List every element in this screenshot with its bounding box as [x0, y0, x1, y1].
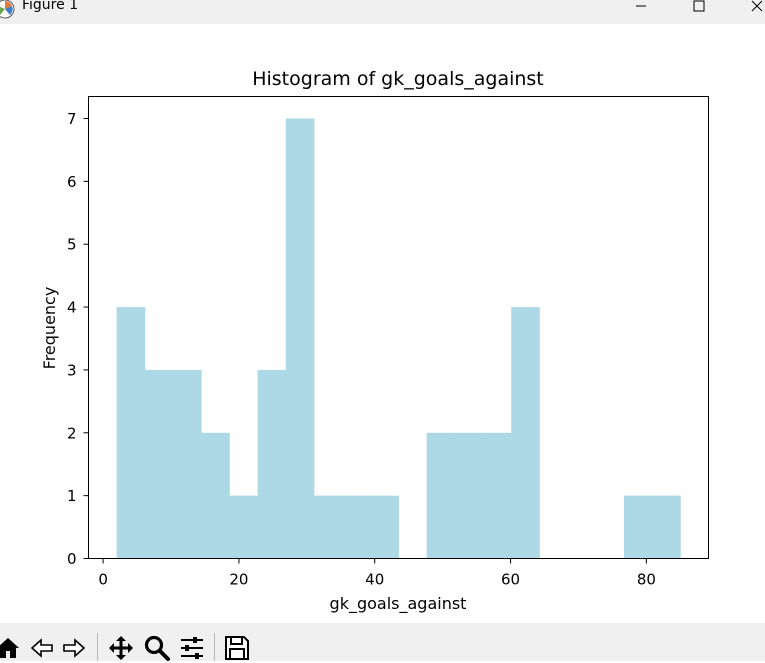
y-ticks: 0 1 2 3 4 5 6 7	[67, 110, 89, 568]
y-tick-label: 7	[67, 110, 77, 128]
x-axis-label: gk_goals_against	[330, 594, 467, 614]
histogram-bar	[116, 307, 146, 559]
histogram-bar	[229, 495, 258, 559]
window-titlebar: Figure 1	[0, 0, 765, 24]
x-tick-label: 20	[229, 571, 248, 589]
close-icon	[751, 0, 763, 12]
y-axis-label: Frequency	[40, 287, 59, 370]
histogram-bar	[370, 495, 399, 559]
close-button[interactable]	[734, 0, 765, 18]
figure-canvas: 0 20 40 60 80 0 1 2 3 4 5 6 7 Histogram of gk_goals…	[0, 24, 765, 623]
bars-group	[116, 118, 681, 559]
chart-title: Histogram of gk_goals_against	[252, 68, 544, 90]
minimize-button[interactable]	[618, 0, 664, 18]
histogram-bar	[511, 307, 540, 559]
histogram-bar	[426, 432, 456, 559]
save-button[interactable]	[221, 633, 253, 663]
histogram-bar	[652, 495, 681, 559]
x-tick-label: 40	[365, 571, 384, 589]
back-icon	[30, 638, 53, 658]
matplotlib-logo-icon	[0, 0, 16, 20]
maximize-icon	[693, 0, 705, 12]
y-tick-label: 0	[67, 550, 77, 568]
toolbar-separator	[214, 633, 215, 661]
y-tick-label: 5	[67, 236, 77, 254]
histogram-bar	[483, 432, 512, 559]
histogram-bar	[454, 432, 484, 559]
y-tick-label: 1	[67, 487, 77, 505]
histogram-bar	[285, 118, 315, 559]
x-tick-label: 80	[637, 571, 656, 589]
y-tick-label: 6	[67, 173, 77, 191]
histogram-bar	[342, 495, 371, 559]
home-icon	[0, 638, 19, 658]
x-tick-label: 0	[98, 571, 108, 589]
histogram-bar	[623, 495, 653, 559]
configure-subplots-icon	[181, 637, 203, 659]
configure-subplots-button[interactable]	[176, 633, 208, 663]
x-tick-label: 60	[501, 571, 520, 589]
maximize-button[interactable]	[676, 0, 722, 18]
y-tick-label: 4	[67, 299, 77, 317]
forward-button[interactable]	[58, 633, 90, 663]
histogram-bar	[144, 369, 174, 559]
zoom-button[interactable]	[141, 633, 173, 663]
toolbar-separator	[97, 633, 98, 661]
histogram-bar	[173, 369, 202, 559]
y-tick-label: 3	[67, 361, 77, 379]
pan-button[interactable]	[105, 633, 137, 663]
navigation-toolbar	[0, 623, 765, 661]
forward-icon	[63, 638, 86, 658]
back-button[interactable]	[26, 633, 58, 663]
histogram-bar	[313, 495, 343, 559]
x-ticks: 0 20 40 60 80	[98, 558, 656, 589]
histogram-chart: 0 20 40 60 80 0 1 2 3 4 5 6 7 Histogram of gk_goals…	[40, 68, 709, 614]
axes-frame	[88, 96, 709, 559]
save-icon	[225, 636, 249, 660]
home-button[interactable]	[0, 633, 24, 663]
histogram-bar	[257, 369, 287, 559]
pan-icon	[109, 636, 133, 660]
window-title: Figure 1	[22, 0, 79, 13]
histogram-bar	[201, 432, 230, 559]
minimize-icon	[636, 5, 646, 7]
y-tick-label: 2	[67, 424, 77, 442]
zoom-icon	[144, 635, 170, 661]
